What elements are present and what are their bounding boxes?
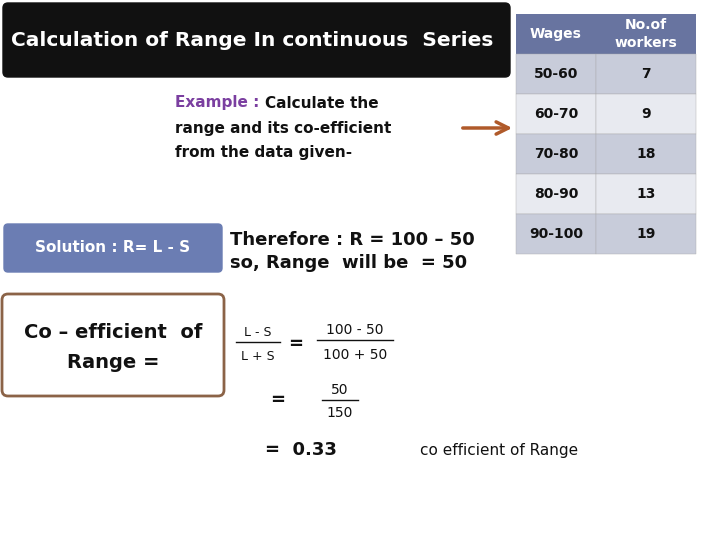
Text: =  0.33: = 0.33 <box>265 441 337 459</box>
FancyBboxPatch shape <box>516 174 596 214</box>
Text: 50-60: 50-60 <box>534 67 578 81</box>
Text: 100 - 50: 100 - 50 <box>326 323 384 337</box>
Text: 150: 150 <box>327 406 354 420</box>
FancyBboxPatch shape <box>596 54 696 94</box>
Text: so, Range  will be  = 50: so, Range will be = 50 <box>230 254 467 272</box>
Text: =: = <box>289 335 304 353</box>
Text: 9: 9 <box>642 107 651 121</box>
FancyBboxPatch shape <box>596 214 696 254</box>
FancyBboxPatch shape <box>516 94 596 134</box>
FancyBboxPatch shape <box>596 94 696 134</box>
Text: 50: 50 <box>331 383 348 397</box>
FancyBboxPatch shape <box>3 3 510 77</box>
FancyBboxPatch shape <box>516 14 596 54</box>
FancyBboxPatch shape <box>516 54 596 94</box>
Text: 13: 13 <box>636 187 656 201</box>
FancyBboxPatch shape <box>596 134 696 174</box>
Text: Co – efficient  of: Co – efficient of <box>24 323 202 342</box>
FancyBboxPatch shape <box>516 134 596 174</box>
Text: Range =: Range = <box>67 354 159 373</box>
Text: 19: 19 <box>636 227 656 241</box>
Text: =: = <box>271 391 286 409</box>
FancyBboxPatch shape <box>596 14 696 54</box>
Text: Solution : R= L - S: Solution : R= L - S <box>35 240 191 255</box>
Text: L + S: L + S <box>241 349 275 362</box>
Text: co efficient of Range: co efficient of Range <box>420 442 578 457</box>
Text: 70-80: 70-80 <box>534 147 578 161</box>
FancyBboxPatch shape <box>4 224 222 272</box>
Text: Calculation of Range In continuous  Series: Calculation of Range In continuous Serie… <box>11 30 493 50</box>
Text: 18: 18 <box>636 147 656 161</box>
Text: Therefore : R = 100 – 50: Therefore : R = 100 – 50 <box>230 231 474 249</box>
Text: Example :: Example : <box>175 96 265 111</box>
Text: 60-70: 60-70 <box>534 107 578 121</box>
FancyBboxPatch shape <box>2 294 224 396</box>
FancyBboxPatch shape <box>596 174 696 214</box>
Text: L - S: L - S <box>244 326 271 339</box>
Text: 7: 7 <box>642 67 651 81</box>
FancyBboxPatch shape <box>516 214 596 254</box>
Text: range and its co-efficient: range and its co-efficient <box>175 120 392 136</box>
Text: Wages: Wages <box>530 27 582 41</box>
Text: Calculate the: Calculate the <box>265 96 379 111</box>
Text: No.of
workers: No.of workers <box>615 18 678 50</box>
Text: from the data given-: from the data given- <box>175 145 352 159</box>
Text: 90-100: 90-100 <box>529 227 583 241</box>
Text: 100 + 50: 100 + 50 <box>323 348 387 362</box>
Text: 80-90: 80-90 <box>534 187 578 201</box>
